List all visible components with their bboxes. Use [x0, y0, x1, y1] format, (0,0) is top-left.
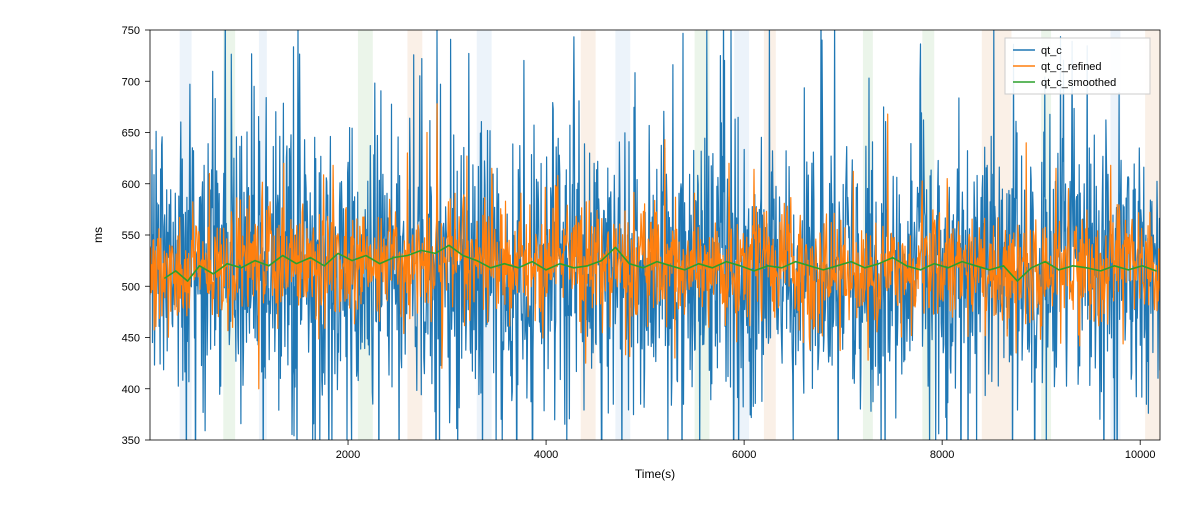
- ytick-label: 400: [122, 384, 140, 396]
- xtick-label: 8000: [930, 449, 954, 461]
- xtick-label: 10000: [1125, 449, 1156, 461]
- legend-label: qt_c_refined: [1041, 61, 1102, 73]
- ytick-label: 600: [122, 179, 140, 191]
- legend-label: qt_c: [1041, 45, 1062, 57]
- ytick-label: 700: [122, 76, 140, 88]
- xtick-label: 6000: [732, 449, 756, 461]
- y-axis-label: ms: [91, 227, 105, 243]
- chart-container: 2000 4000 6000 8000 10000 350 400 450 500 550 600 6…: [0, 0, 1200, 500]
- legend-label: qt_c_smoothed: [1041, 77, 1116, 89]
- time-series-chart: 2000 4000 6000 8000 10000 350 400 450 500 550 600 6…: [0, 0, 1200, 500]
- xtick-label: 4000: [534, 449, 558, 461]
- legend: qt_c qt_c_refined qt_c_smoothed: [1005, 38, 1150, 94]
- ytick-label: 650: [122, 128, 140, 140]
- x-axis-label: Time(s): [635, 467, 675, 481]
- ytick-label: 350: [122, 435, 140, 447]
- ytick-label: 750: [122, 25, 140, 37]
- xtick-label: 2000: [336, 449, 360, 461]
- ytick-label: 500: [122, 281, 140, 293]
- ytick-label: 450: [122, 333, 140, 345]
- ytick-label: 550: [122, 230, 140, 242]
